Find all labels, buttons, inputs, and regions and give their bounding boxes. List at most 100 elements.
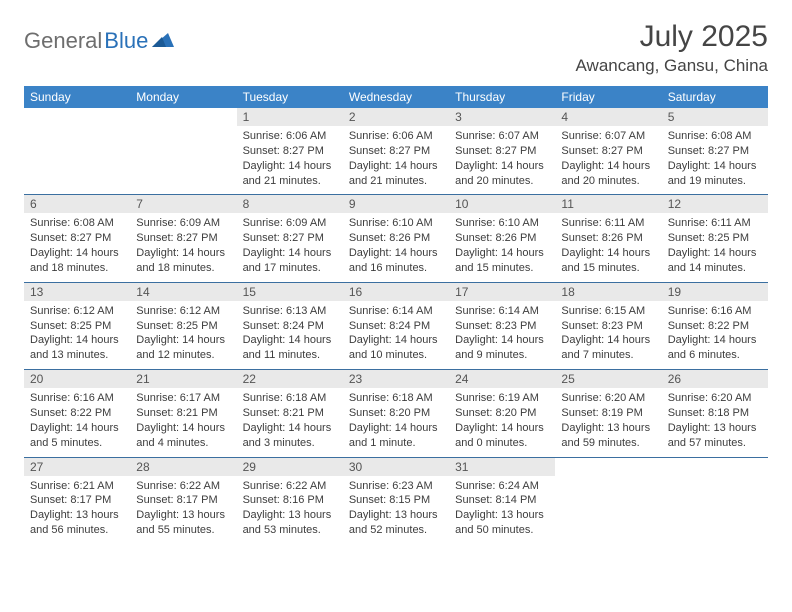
sunset-text: Sunset: 8:27 PM xyxy=(561,144,655,159)
daylight-text-line2: and 55 minutes. xyxy=(136,523,230,538)
day-details: Sunrise: 6:09 AMSunset: 8:27 PMDaylight:… xyxy=(237,213,343,281)
day-number: 25 xyxy=(555,370,661,388)
day-cell: 10Sunrise: 6:10 AMSunset: 8:26 PMDayligh… xyxy=(449,195,555,281)
daylight-text-line1: Daylight: 14 hours xyxy=(30,333,124,348)
weekday-header-row: Sunday Monday Tuesday Wednesday Thursday… xyxy=(24,86,768,108)
daylight-text-line2: and 20 minutes. xyxy=(455,174,549,189)
day-details: Sunrise: 6:16 AMSunset: 8:22 PMDaylight:… xyxy=(24,388,130,456)
title-block: July 2025 Awancang, Gansu, China xyxy=(576,20,768,76)
day-details: Sunrise: 6:24 AMSunset: 8:14 PMDaylight:… xyxy=(449,476,555,544)
day-number: 18 xyxy=(555,283,661,301)
day-details: Sunrise: 6:12 AMSunset: 8:25 PMDaylight:… xyxy=(24,301,130,369)
day-cell: 17Sunrise: 6:14 AMSunset: 8:23 PMDayligh… xyxy=(449,283,555,369)
brand-triangle-icon xyxy=(152,31,174,52)
sunrise-text: Sunrise: 6:24 AM xyxy=(455,479,549,494)
day-cell: 18Sunrise: 6:15 AMSunset: 8:23 PMDayligh… xyxy=(555,283,661,369)
sunset-text: Sunset: 8:25 PM xyxy=(30,319,124,334)
daylight-text-line1: Daylight: 14 hours xyxy=(30,246,124,261)
sunset-text: Sunset: 8:17 PM xyxy=(30,493,124,508)
day-number: 1 xyxy=(237,108,343,126)
day-number: 16 xyxy=(343,283,449,301)
sunrise-text: Sunrise: 6:07 AM xyxy=(561,129,655,144)
day-number: 14 xyxy=(130,283,236,301)
sunset-text: Sunset: 8:27 PM xyxy=(30,231,124,246)
daylight-text-line1: Daylight: 14 hours xyxy=(136,333,230,348)
daylight-text-line2: and 21 minutes. xyxy=(243,174,337,189)
daylight-text-line1: Daylight: 14 hours xyxy=(136,246,230,261)
day-cell xyxy=(555,458,661,544)
weeks-container: 1Sunrise: 6:06 AMSunset: 8:27 PMDaylight… xyxy=(24,108,768,544)
day-details: Sunrise: 6:23 AMSunset: 8:15 PMDaylight:… xyxy=(343,476,449,544)
daylight-text-line1: Daylight: 14 hours xyxy=(30,421,124,436)
day-details: Sunrise: 6:08 AMSunset: 8:27 PMDaylight:… xyxy=(24,213,130,281)
sunset-text: Sunset: 8:25 PM xyxy=(136,319,230,334)
day-number: 21 xyxy=(130,370,236,388)
daylight-text-line1: Daylight: 14 hours xyxy=(668,159,762,174)
day-number: 31 xyxy=(449,458,555,476)
weekday-header: Wednesday xyxy=(343,86,449,108)
day-details: Sunrise: 6:07 AMSunset: 8:27 PMDaylight:… xyxy=(555,126,661,194)
day-number: 30 xyxy=(343,458,449,476)
daylight-text-line1: Daylight: 14 hours xyxy=(561,159,655,174)
daylight-text-line2: and 13 minutes. xyxy=(30,348,124,363)
month-title: July 2025 xyxy=(576,20,768,54)
sunrise-text: Sunrise: 6:18 AM xyxy=(243,391,337,406)
sunrise-text: Sunrise: 6:12 AM xyxy=(136,304,230,319)
sunrise-text: Sunrise: 6:06 AM xyxy=(243,129,337,144)
daylight-text-line2: and 56 minutes. xyxy=(30,523,124,538)
week-row: 27Sunrise: 6:21 AMSunset: 8:17 PMDayligh… xyxy=(24,457,768,544)
daylight-text-line2: and 11 minutes. xyxy=(243,348,337,363)
daylight-text-line2: and 21 minutes. xyxy=(349,174,443,189)
weekday-header: Saturday xyxy=(662,86,768,108)
daylight-text-line1: Daylight: 13 hours xyxy=(30,508,124,523)
day-cell: 7Sunrise: 6:09 AMSunset: 8:27 PMDaylight… xyxy=(130,195,236,281)
sunset-text: Sunset: 8:22 PM xyxy=(668,319,762,334)
daylight-text-line2: and 50 minutes. xyxy=(455,523,549,538)
daylight-text-line2: and 7 minutes. xyxy=(561,348,655,363)
day-cell: 29Sunrise: 6:22 AMSunset: 8:16 PMDayligh… xyxy=(237,458,343,544)
sunrise-text: Sunrise: 6:09 AM xyxy=(136,216,230,231)
day-cell: 20Sunrise: 6:16 AMSunset: 8:22 PMDayligh… xyxy=(24,370,130,456)
sunset-text: Sunset: 8:23 PM xyxy=(455,319,549,334)
brand-name-1: General xyxy=(24,28,102,54)
day-details: Sunrise: 6:06 AMSunset: 8:27 PMDaylight:… xyxy=(237,126,343,194)
day-number: 19 xyxy=(662,283,768,301)
week-row: 13Sunrise: 6:12 AMSunset: 8:25 PMDayligh… xyxy=(24,282,768,369)
sunrise-text: Sunrise: 6:20 AM xyxy=(668,391,762,406)
day-cell: 26Sunrise: 6:20 AMSunset: 8:18 PMDayligh… xyxy=(662,370,768,456)
day-details: Sunrise: 6:13 AMSunset: 8:24 PMDaylight:… xyxy=(237,301,343,369)
day-details: Sunrise: 6:18 AMSunset: 8:21 PMDaylight:… xyxy=(237,388,343,456)
daylight-text-line2: and 0 minutes. xyxy=(455,436,549,451)
day-number xyxy=(555,458,661,462)
day-details: Sunrise: 6:22 AMSunset: 8:16 PMDaylight:… xyxy=(237,476,343,544)
daylight-text-line1: Daylight: 14 hours xyxy=(455,333,549,348)
daylight-text-line2: and 15 minutes. xyxy=(561,261,655,276)
sunset-text: Sunset: 8:16 PM xyxy=(243,493,337,508)
sunrise-text: Sunrise: 6:18 AM xyxy=(349,391,443,406)
day-cell: 19Sunrise: 6:16 AMSunset: 8:22 PMDayligh… xyxy=(662,283,768,369)
sunset-text: Sunset: 8:14 PM xyxy=(455,493,549,508)
sunset-text: Sunset: 8:20 PM xyxy=(455,406,549,421)
sunset-text: Sunset: 8:21 PM xyxy=(243,406,337,421)
daylight-text-line1: Daylight: 13 hours xyxy=(668,421,762,436)
week-row: 1Sunrise: 6:06 AMSunset: 8:27 PMDaylight… xyxy=(24,108,768,194)
sunset-text: Sunset: 8:27 PM xyxy=(243,144,337,159)
day-number: 22 xyxy=(237,370,343,388)
day-details: Sunrise: 6:18 AMSunset: 8:20 PMDaylight:… xyxy=(343,388,449,456)
sunrise-text: Sunrise: 6:10 AM xyxy=(349,216,443,231)
weekday-header: Monday xyxy=(130,86,236,108)
day-details: Sunrise: 6:17 AMSunset: 8:21 PMDaylight:… xyxy=(130,388,236,456)
sunset-text: Sunset: 8:26 PM xyxy=(349,231,443,246)
day-number: 27 xyxy=(24,458,130,476)
day-cell: 24Sunrise: 6:19 AMSunset: 8:20 PMDayligh… xyxy=(449,370,555,456)
sunset-text: Sunset: 8:18 PM xyxy=(668,406,762,421)
day-details: Sunrise: 6:10 AMSunset: 8:26 PMDaylight:… xyxy=(343,213,449,281)
daylight-text-line1: Daylight: 13 hours xyxy=(243,508,337,523)
sunset-text: Sunset: 8:27 PM xyxy=(349,144,443,159)
day-number xyxy=(662,458,768,462)
day-cell: 31Sunrise: 6:24 AMSunset: 8:14 PMDayligh… xyxy=(449,458,555,544)
day-number: 4 xyxy=(555,108,661,126)
header: GeneralBlue July 2025 Awancang, Gansu, C… xyxy=(24,20,768,76)
day-details: Sunrise: 6:14 AMSunset: 8:24 PMDaylight:… xyxy=(343,301,449,369)
daylight-text-line1: Daylight: 14 hours xyxy=(349,333,443,348)
